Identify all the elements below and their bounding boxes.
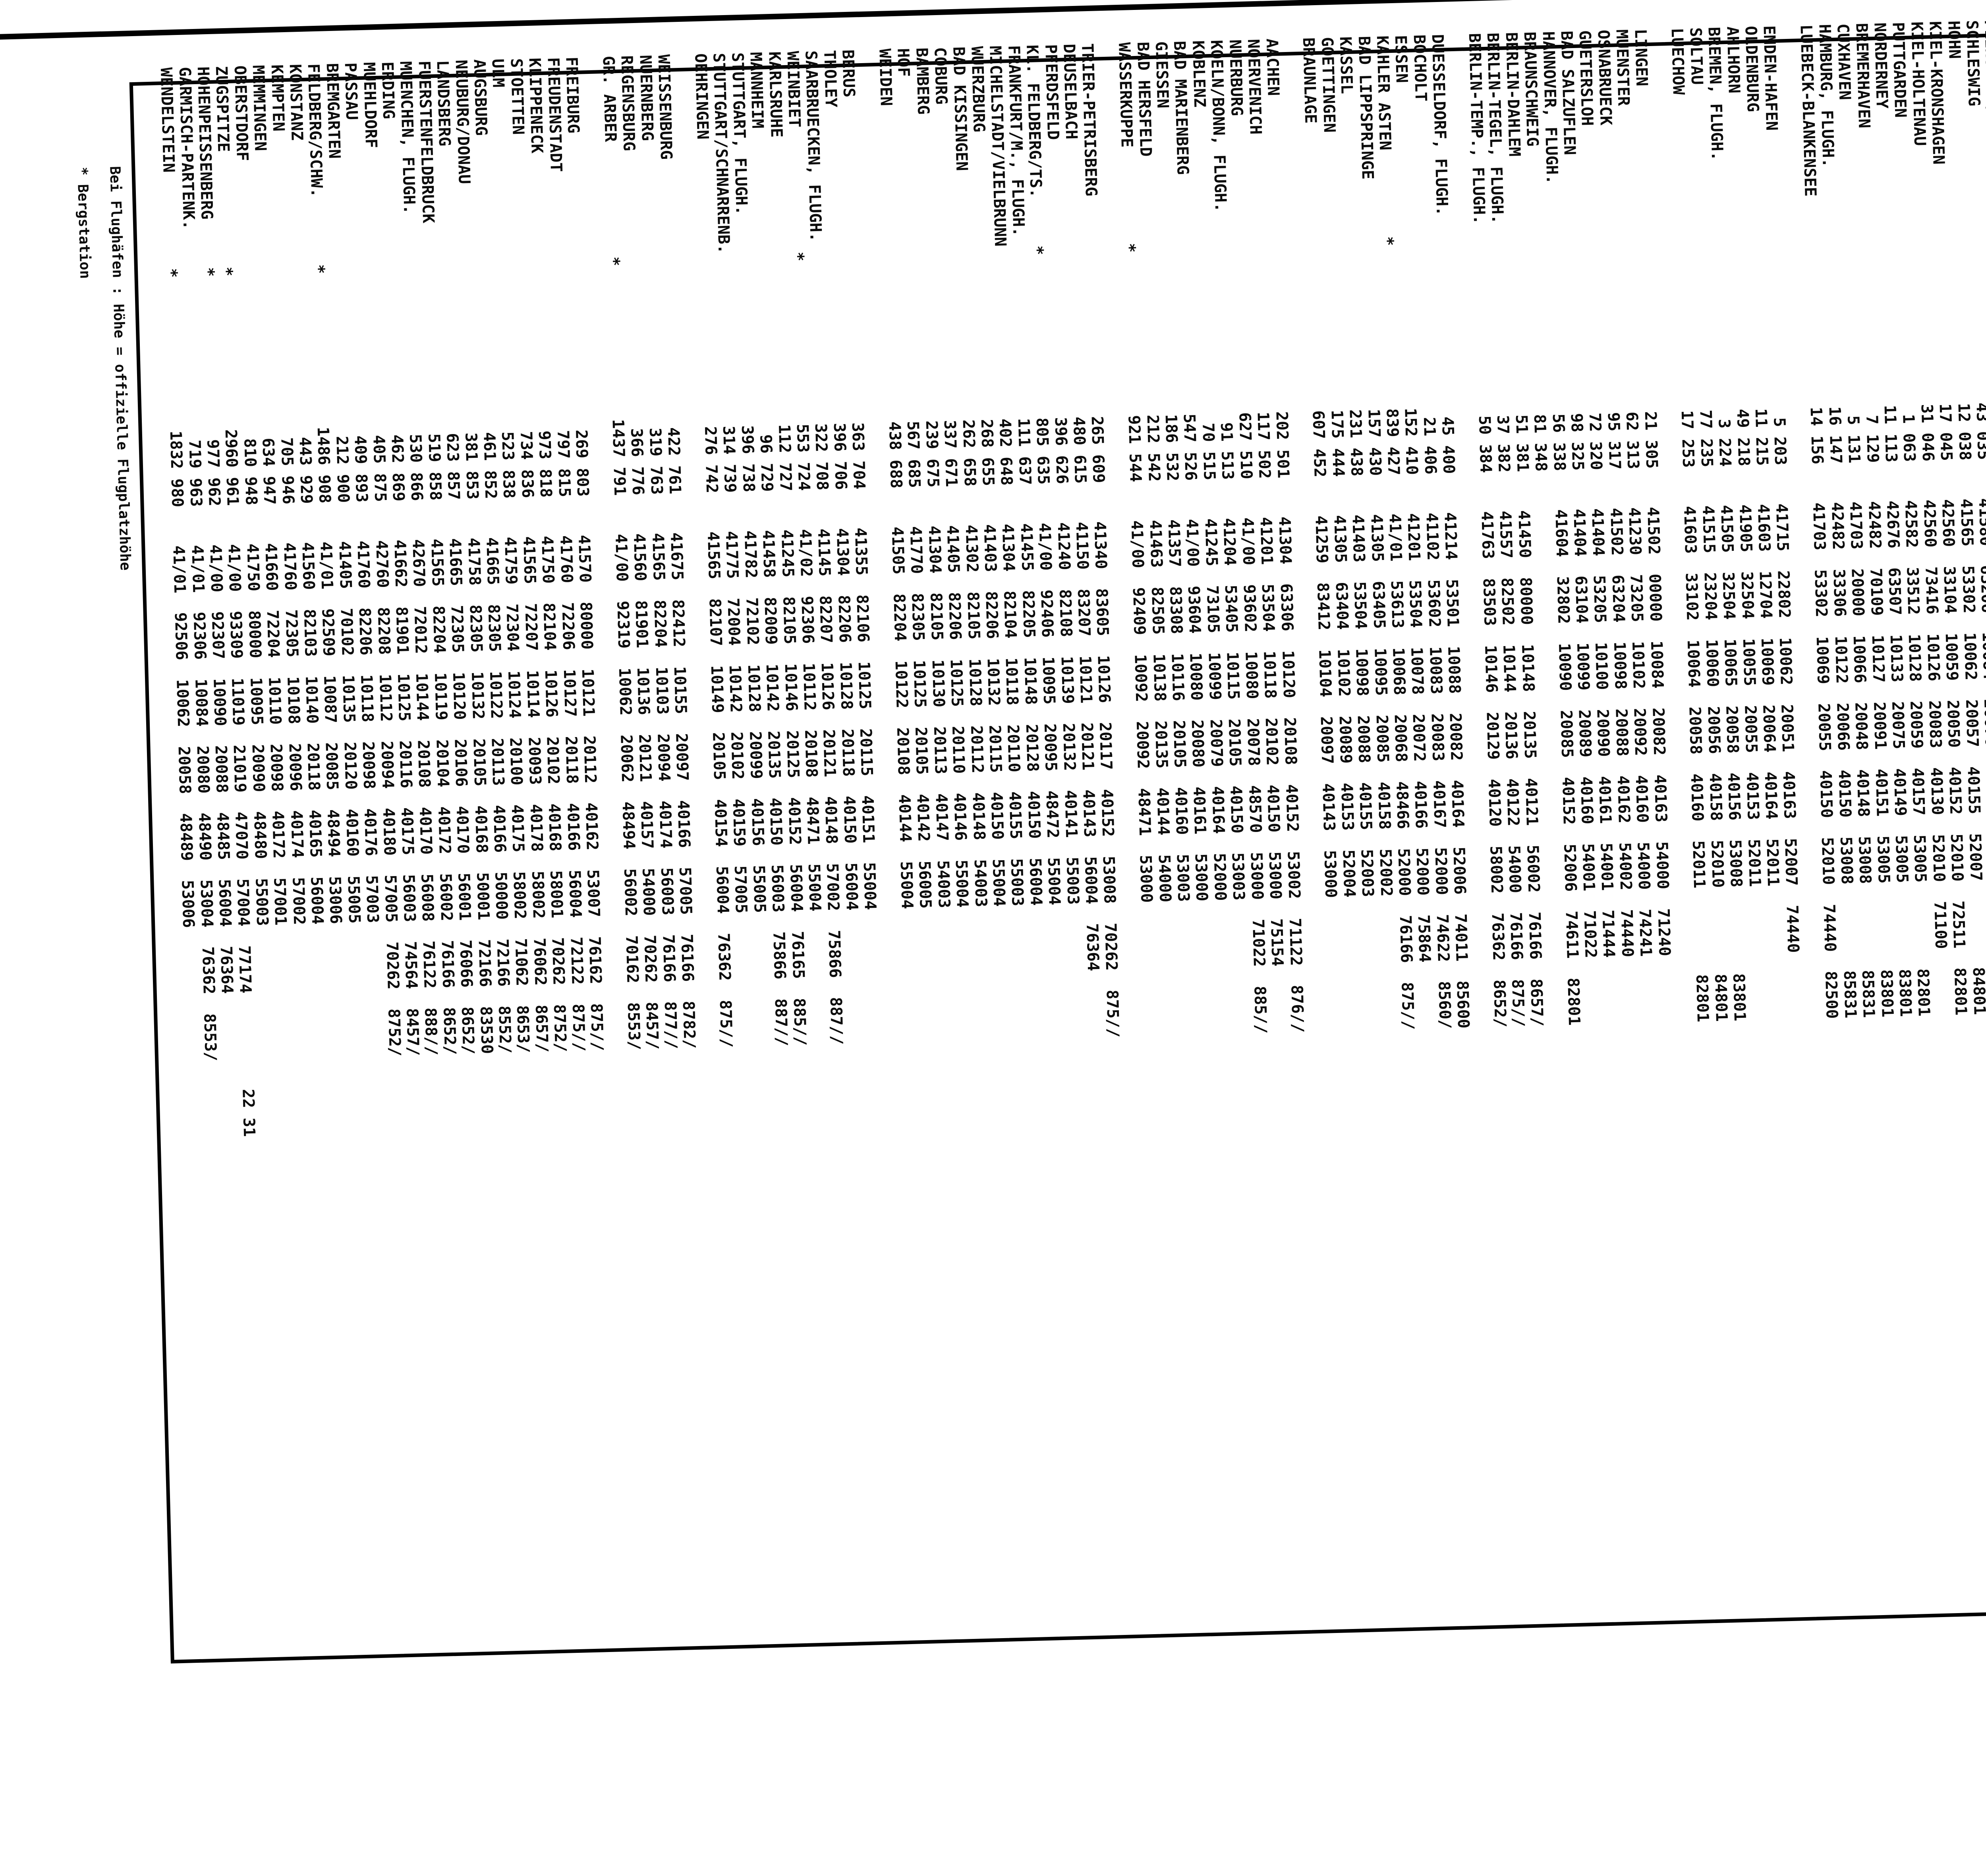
station-table: HELGOLAND 4 015 42484 33308 10120 20051 … bbox=[156, 19, 1986, 1137]
footnote-flugplatzhoehe: Bei Flughäfen : Höhe = offizielle Flugpl… bbox=[106, 166, 133, 571]
footnote-bergstation: * Bergstation bbox=[74, 166, 93, 279]
